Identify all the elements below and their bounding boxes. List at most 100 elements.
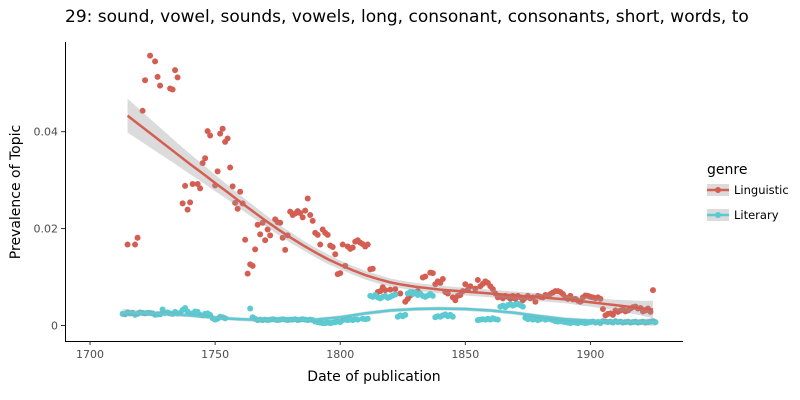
point-linguistic	[252, 246, 259, 253]
point-linguistic	[242, 236, 249, 243]
point-linguistic	[244, 270, 251, 277]
point-linguistic	[172, 67, 179, 74]
confidence-band-literary	[122, 306, 656, 326]
y-axis-title: Prevalence of Topic	[8, 125, 24, 259]
point-linguistic	[152, 58, 159, 65]
x-axis-title: Date of publication	[307, 369, 440, 385]
point-literary	[247, 305, 254, 312]
point-linguistic	[187, 199, 194, 206]
point-linguistic	[217, 130, 224, 137]
point-linguistic	[169, 86, 176, 93]
trend-line-linguistic	[126, 114, 654, 311]
point-linguistic	[224, 135, 231, 142]
point-linguistic	[299, 214, 306, 221]
point-linguistic	[364, 241, 371, 248]
point-linguistic	[302, 207, 309, 214]
point-linguistic	[197, 185, 204, 192]
point-linguistic	[249, 262, 256, 269]
point-literary	[449, 313, 456, 320]
x-tick-label: 1800	[326, 348, 354, 361]
point-linguistic	[147, 52, 154, 59]
point-linguistic	[229, 183, 236, 190]
point-linguistic	[337, 270, 344, 277]
point-linguistic	[267, 232, 274, 239]
x-tick-label: 1700	[76, 348, 104, 361]
point-linguistic	[329, 243, 336, 250]
point-linguistic	[532, 298, 539, 305]
series-linguistic	[124, 52, 656, 319]
point-linguistic	[254, 221, 261, 228]
point-literary	[354, 316, 361, 323]
point-linguistic	[257, 231, 264, 238]
x-tick-label: 1850	[451, 348, 479, 361]
point-linguistic	[349, 244, 356, 251]
point-literary	[429, 292, 436, 299]
point-literary	[364, 315, 371, 322]
point-linguistic	[332, 251, 339, 258]
point-linguistic	[264, 226, 271, 233]
point-linguistic	[609, 311, 616, 318]
chart-title: 29: sound, vowel, sounds, vowels, long, …	[65, 7, 749, 27]
point-linguistic	[474, 276, 481, 283]
point-linguistic	[124, 241, 131, 248]
point-linguistic	[139, 107, 146, 114]
point-linguistic	[467, 283, 474, 290]
legend-entry-literary: Literary	[707, 208, 779, 222]
point-linguistic	[649, 287, 656, 294]
plot-area	[119, 52, 659, 327]
x-tick-label: 1750	[201, 348, 229, 361]
point-linguistic	[489, 286, 496, 293]
point-linguistic	[157, 82, 164, 89]
point-linguistic	[179, 200, 186, 207]
point-linguistic	[392, 286, 399, 293]
point-linguistic	[184, 206, 191, 213]
point-linguistic	[599, 306, 606, 313]
point-linguistic	[397, 290, 404, 297]
point-linguistic	[324, 231, 331, 238]
point-linguistic	[297, 210, 304, 217]
point-linguistic	[317, 241, 324, 248]
point-linguistic	[452, 297, 459, 304]
point-linguistic	[154, 73, 161, 80]
trend-line-literary	[122, 307, 656, 324]
legend-entry-linguistic: Linguistic	[707, 183, 789, 197]
y-axis-ticks: 0 0.02 0.04	[34, 126, 65, 332]
point-literary	[392, 291, 399, 298]
point-linguistic	[472, 285, 479, 292]
point-linguistic	[429, 270, 436, 277]
point-linguistic	[597, 295, 604, 302]
point-linguistic	[142, 77, 149, 84]
point-linguistic	[339, 241, 346, 248]
point-linguistic	[444, 290, 451, 297]
point-linguistic	[462, 281, 469, 288]
point-linguistic	[282, 246, 289, 253]
y-tick-label: 0.02	[34, 223, 59, 236]
point-linguistic	[207, 132, 214, 139]
legend-label: Linguistic	[734, 183, 789, 197]
y-tick-label: 0	[51, 319, 58, 332]
point-literary	[519, 303, 526, 310]
point-linguistic	[439, 275, 446, 282]
point-linguistic	[219, 125, 226, 132]
point-linguistic	[134, 234, 141, 241]
point-linguistic	[314, 231, 321, 238]
point-linguistic	[262, 237, 269, 244]
legend: genre Linguistic Literary	[707, 162, 789, 222]
point-linguistic	[382, 287, 389, 294]
point-linguistic	[199, 160, 206, 167]
point-literary	[494, 316, 501, 323]
point-linguistic	[387, 286, 394, 293]
point-linguistic	[304, 195, 311, 202]
point-linguistic	[174, 74, 181, 81]
point-linguistic	[214, 168, 221, 175]
point-linguistic	[132, 241, 139, 248]
legend-title: genre	[707, 162, 747, 178]
point-linguistic	[307, 212, 314, 218]
point-linguistic	[232, 199, 239, 206]
point-linguistic	[202, 155, 209, 162]
point-linguistic	[237, 188, 244, 195]
point-linguistic	[182, 182, 189, 189]
legend-point-key	[715, 187, 721, 193]
series-literary	[119, 289, 659, 327]
